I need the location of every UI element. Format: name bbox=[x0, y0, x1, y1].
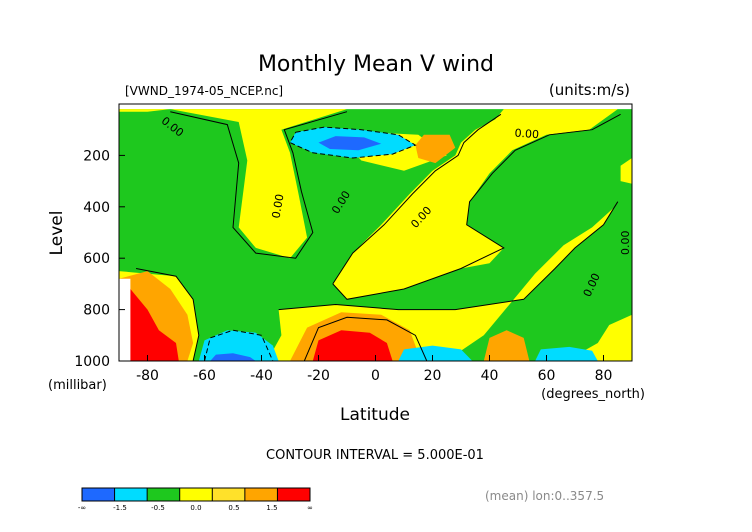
contour-line-0 bbox=[170, 111, 348, 259]
contour-line-1 bbox=[332, 113, 502, 285]
contour-region-20 bbox=[119, 278, 131, 361]
x-axis-title: Latitude bbox=[340, 405, 410, 425]
y-axis-unit: (millibar) bbox=[48, 378, 107, 393]
contour-label-4: 0.00 bbox=[514, 127, 539, 142]
colorbar-label: 0.5 bbox=[228, 504, 239, 512]
colorbar-bin bbox=[114, 488, 148, 501]
colorbar-label: 1.5 bbox=[266, 504, 277, 512]
contour-label-6: 0.00 bbox=[619, 231, 632, 256]
colorbar-label: ∞ bbox=[307, 504, 313, 512]
colorbar-bin bbox=[244, 488, 278, 501]
colorbar-label: -1.5 bbox=[113, 504, 127, 512]
contour-line-6 bbox=[289, 126, 417, 159]
colorbar-label: -0.5 bbox=[151, 504, 165, 512]
y-axis: 200 400 600 800 1000 bbox=[74, 148, 125, 370]
colorbar-bin bbox=[82, 488, 115, 501]
colorbar-frame bbox=[81, 487, 311, 502]
contour-region-19 bbox=[119, 109, 171, 112]
contour-line-3 bbox=[278, 201, 619, 311]
dataset-label: [VWND_1974-05_NCEP.nc] bbox=[125, 84, 283, 98]
contour-line-2 bbox=[332, 113, 621, 300]
contour-lines bbox=[136, 111, 621, 361]
contour-region-1 bbox=[170, 109, 618, 300]
contour-region-6 bbox=[620, 158, 632, 184]
colorbar-bin bbox=[147, 488, 180, 501]
colorbar-bin bbox=[277, 488, 310, 501]
y-tick-label: 1000 bbox=[74, 354, 110, 370]
units-label: (units:m/s) bbox=[549, 81, 630, 99]
x-tick-label: -40 bbox=[250, 368, 273, 384]
chart-title: Monthly Mean V wind bbox=[258, 52, 494, 77]
contour-region-15 bbox=[198, 330, 279, 361]
y-tick-label: 600 bbox=[83, 251, 110, 267]
contour-line-4 bbox=[136, 268, 200, 361]
colorbar-bin bbox=[179, 488, 213, 501]
plot-area: 0.000.00 0.000.000.000.000.00 -80 -60 -40 -2… bbox=[74, 103, 633, 384]
colorbar: -∞ -1.5 -0.5 0.0 0.5 1.5 ∞ bbox=[78, 487, 313, 512]
contour-fills bbox=[119, 109, 632, 361]
x-tick-label: 60 bbox=[538, 368, 556, 384]
x-tick-label: 20 bbox=[424, 368, 442, 384]
y-tick-label: 400 bbox=[83, 200, 110, 216]
contour-region-14 bbox=[318, 136, 382, 151]
contour-label-1: 0.00 bbox=[269, 193, 286, 219]
x-axis: -80 -60 -40 -20 0 20 40 60 80 bbox=[136, 355, 612, 384]
contour-region-10 bbox=[415, 134, 456, 164]
colorbar-bin bbox=[212, 488, 245, 501]
x-tick-label: -60 bbox=[193, 368, 216, 384]
x-tick-label: 80 bbox=[595, 368, 613, 384]
mean-text: (mean) lon:0..357.5 bbox=[485, 489, 604, 503]
contour-line-5 bbox=[303, 316, 428, 361]
colorbar-label: 0.0 bbox=[190, 504, 201, 512]
contour-region-5 bbox=[552, 314, 632, 361]
contour-region-11 bbox=[119, 289, 179, 361]
y-tick-label: 200 bbox=[83, 148, 110, 164]
contour-region-12 bbox=[312, 330, 393, 361]
contour-region-18 bbox=[535, 346, 598, 361]
contour-region-17 bbox=[398, 345, 473, 361]
contour-region-9 bbox=[483, 330, 530, 361]
y-axis-title: Level bbox=[47, 211, 67, 256]
y-tick-label: 800 bbox=[83, 303, 110, 319]
colorbar-label: -∞ bbox=[78, 504, 86, 512]
contour-region-16 bbox=[210, 353, 256, 361]
x-tick-label: 0 bbox=[371, 368, 380, 384]
x-axis-unit: (degrees_north) bbox=[541, 387, 645, 402]
contour-interval-text: CONTOUR INTERVAL = 5.000E-01 bbox=[266, 448, 484, 463]
x-tick-label: -80 bbox=[136, 368, 159, 384]
x-tick-label: 40 bbox=[481, 368, 499, 384]
x-tick-label: -20 bbox=[307, 368, 330, 384]
